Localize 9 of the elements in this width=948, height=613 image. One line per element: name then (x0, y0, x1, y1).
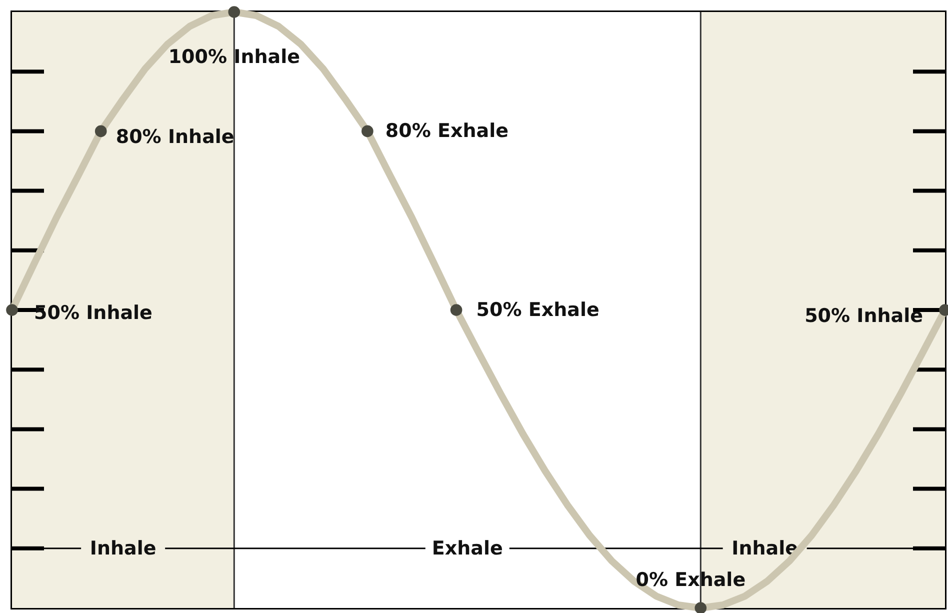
data-label: 80% Inhale (116, 126, 234, 148)
data-label: 50% Inhale (34, 302, 152, 324)
data-label: 50% Exhale (476, 299, 600, 321)
annotation: Inhale (732, 537, 798, 560)
data-label: 50% Inhale (804, 305, 923, 327)
annotation: Exhale (432, 537, 503, 560)
data-label: 100% Inhale (168, 46, 300, 68)
annotation: Inhale (90, 537, 156, 560)
data-label: 80% Exhale (385, 120, 509, 142)
